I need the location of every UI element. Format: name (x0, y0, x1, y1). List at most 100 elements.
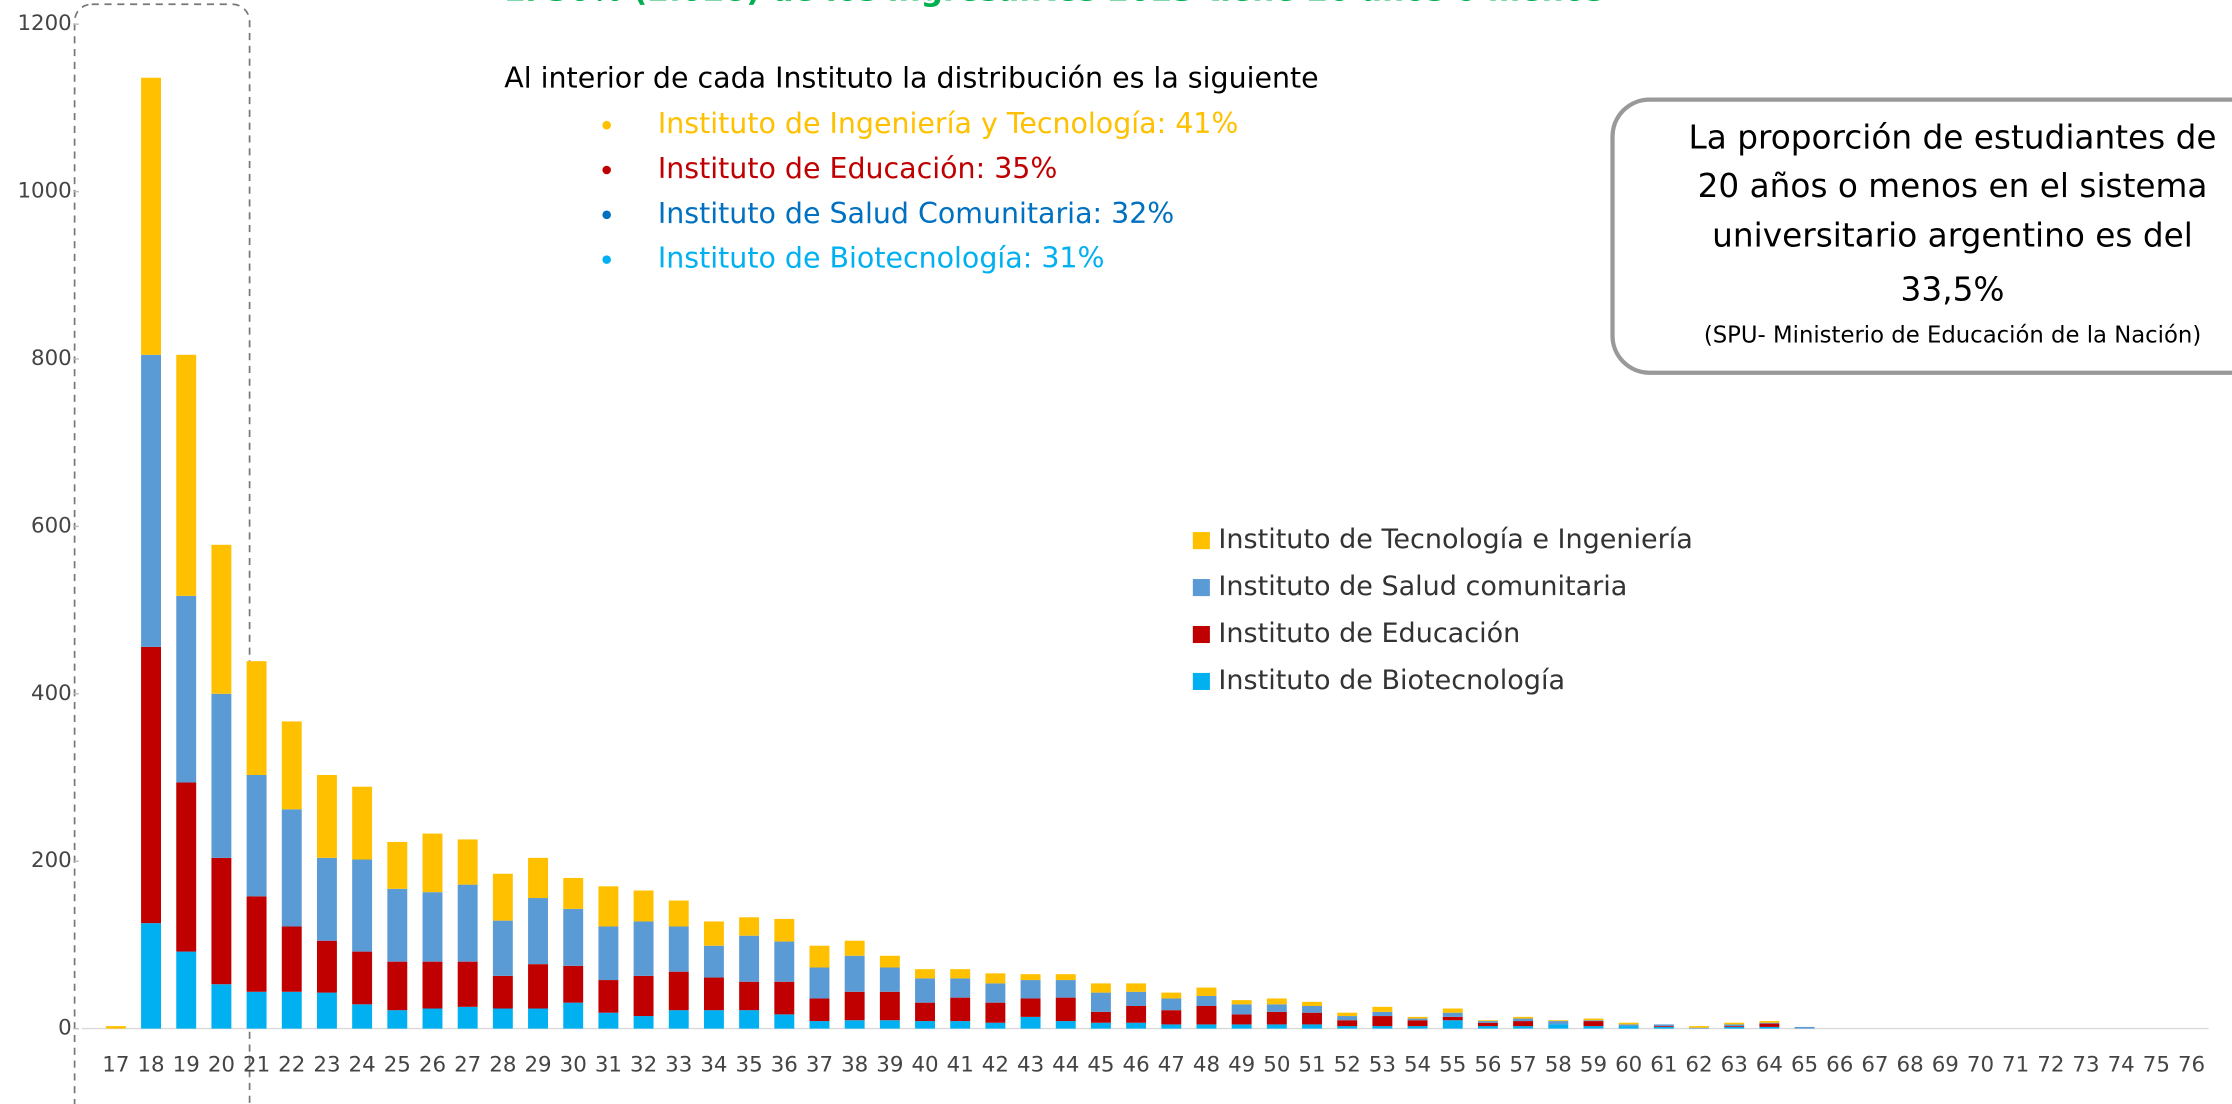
y-tick-label: 400 (31, 681, 72, 706)
bar-segment (1548, 1024, 1569, 1029)
x-tick-label: 22 (278, 1053, 305, 1078)
x-tick-label: 31 (595, 1053, 622, 1078)
bar-segment (387, 1010, 408, 1029)
bar-segment (1477, 1026, 1498, 1029)
bar-segment (1337, 1012, 1358, 1017)
x-tick-label: 60 (1615, 1053, 1642, 1078)
bar-segment (1583, 1020, 1604, 1022)
bar-segment (1161, 1024, 1182, 1029)
bullet (602, 165, 611, 175)
bar-segment (809, 1021, 830, 1029)
bar-segment (1090, 983, 1111, 993)
bar-segment (1196, 1024, 1217, 1029)
bar-segment (387, 888, 408, 962)
bar-segment (1759, 1026, 1780, 1029)
bar-segment (1090, 1011, 1111, 1023)
bar-segment (915, 1021, 935, 1029)
bar-segment (668, 971, 689, 1011)
x-tick-label: 34 (700, 1053, 727, 1078)
bar-segment (1266, 1004, 1287, 1012)
bar-segment (176, 595, 197, 783)
bar-segment (1407, 1026, 1428, 1029)
bar-segment (563, 908, 584, 966)
bar-segment (211, 984, 232, 1029)
bar-segment (915, 1002, 935, 1022)
bar-segment (1513, 1018, 1534, 1022)
x-tick-label: 42 (982, 1053, 1009, 1078)
bar-segment (211, 857, 232, 985)
bar-segment (563, 1002, 584, 1029)
x-tick-label: 53 (1369, 1053, 1396, 1078)
bar-segment (528, 857, 548, 899)
bar-segment (1442, 1012, 1463, 1017)
bar-segment (1618, 1024, 1639, 1027)
x-tick-label: 32 (630, 1053, 657, 1078)
bar-segment (598, 926, 619, 981)
bar-segment (528, 964, 548, 1009)
bar-segment (1548, 1021, 1569, 1025)
bar-segment (739, 917, 760, 936)
x-tick-label: 76 (2178, 1053, 2205, 1078)
bar-segment (1407, 1020, 1428, 1027)
y-tick-label: 200 (31, 848, 72, 873)
bar-segment (1126, 1005, 1147, 1023)
x-tick-label: 33 (665, 1053, 692, 1078)
bar-segment (1126, 1022, 1147, 1029)
bar-segment (703, 945, 724, 978)
bar-segment (422, 1008, 443, 1029)
bar-segment (1161, 1010, 1182, 1025)
bar-segment (1653, 1024, 1674, 1027)
subtitle: Al interior de cada Instituto la distrib… (504, 62, 1318, 95)
x-tick-label: 27 (454, 1053, 481, 1078)
x-tick-label: 56 (1474, 1053, 1501, 1078)
x-tick-label: 52 (1334, 1053, 1361, 1078)
x-tick-label: 44 (1052, 1053, 1079, 1078)
bar-segment (739, 981, 760, 1011)
bar-segment (809, 967, 830, 999)
bar-segment (950, 969, 971, 979)
bar-segment (492, 920, 513, 976)
bar-segment (1126, 983, 1147, 992)
bar-segment (1302, 1005, 1322, 1013)
bar-segment (950, 978, 971, 998)
callout-box (1610, 97, 2232, 375)
bar-segment (316, 992, 337, 1029)
bar-segment (1231, 1014, 1252, 1025)
x-tick-label: 61 (1650, 1053, 1677, 1078)
x-tick-label: 36 (771, 1053, 798, 1078)
bar-segment (281, 926, 302, 992)
bar-segment (422, 892, 443, 962)
x-tick-label: 30 (560, 1053, 587, 1078)
bar-segment (281, 721, 302, 810)
x-tick-label: 71 (2002, 1053, 2029, 1078)
bar-segment (985, 1022, 1006, 1029)
x-tick-label: 37 (806, 1053, 833, 1078)
x-tick-label: 50 (1263, 1053, 1290, 1078)
x-tick-label: 67 (1861, 1053, 1888, 1078)
note: Instituto de Ingeniería y Tecnología: 41… (658, 107, 1239, 140)
y-tick-label: 1000 (17, 179, 71, 204)
bar-segment (492, 975, 513, 1009)
x-tick-label: 62 (1685, 1053, 1712, 1078)
legend-swatch (1192, 579, 1210, 597)
bar-segment (915, 969, 935, 979)
x-tick-label: 40 (911, 1053, 938, 1078)
x-tick-label: 19 (173, 1053, 200, 1078)
x-tick-label: 69 (1932, 1053, 1959, 1078)
legend-label: Instituto de Tecnología e Ingeniería (1218, 524, 1692, 555)
bar-segment (1372, 1011, 1393, 1017)
bar-segment (1583, 1018, 1604, 1021)
bar-segment (492, 873, 513, 921)
x-tick-label: 48 (1193, 1053, 1220, 1078)
legend-swatch (1192, 532, 1210, 550)
x-tick-label: 57 (1510, 1053, 1537, 1078)
bar-segment (457, 961, 478, 1007)
highlight-box (73, 3, 251, 1104)
callout-text: (SPU- Ministerio de Educación de la Naci… (1704, 322, 2201, 348)
bar-segment (1055, 980, 1076, 998)
bar-segment (1653, 1026, 1674, 1027)
x-tick-label: 49 (1228, 1053, 1255, 1078)
legend-swatch (1192, 625, 1210, 644)
x-tick-label: 63 (1721, 1053, 1748, 1078)
bar-segment (668, 900, 689, 927)
